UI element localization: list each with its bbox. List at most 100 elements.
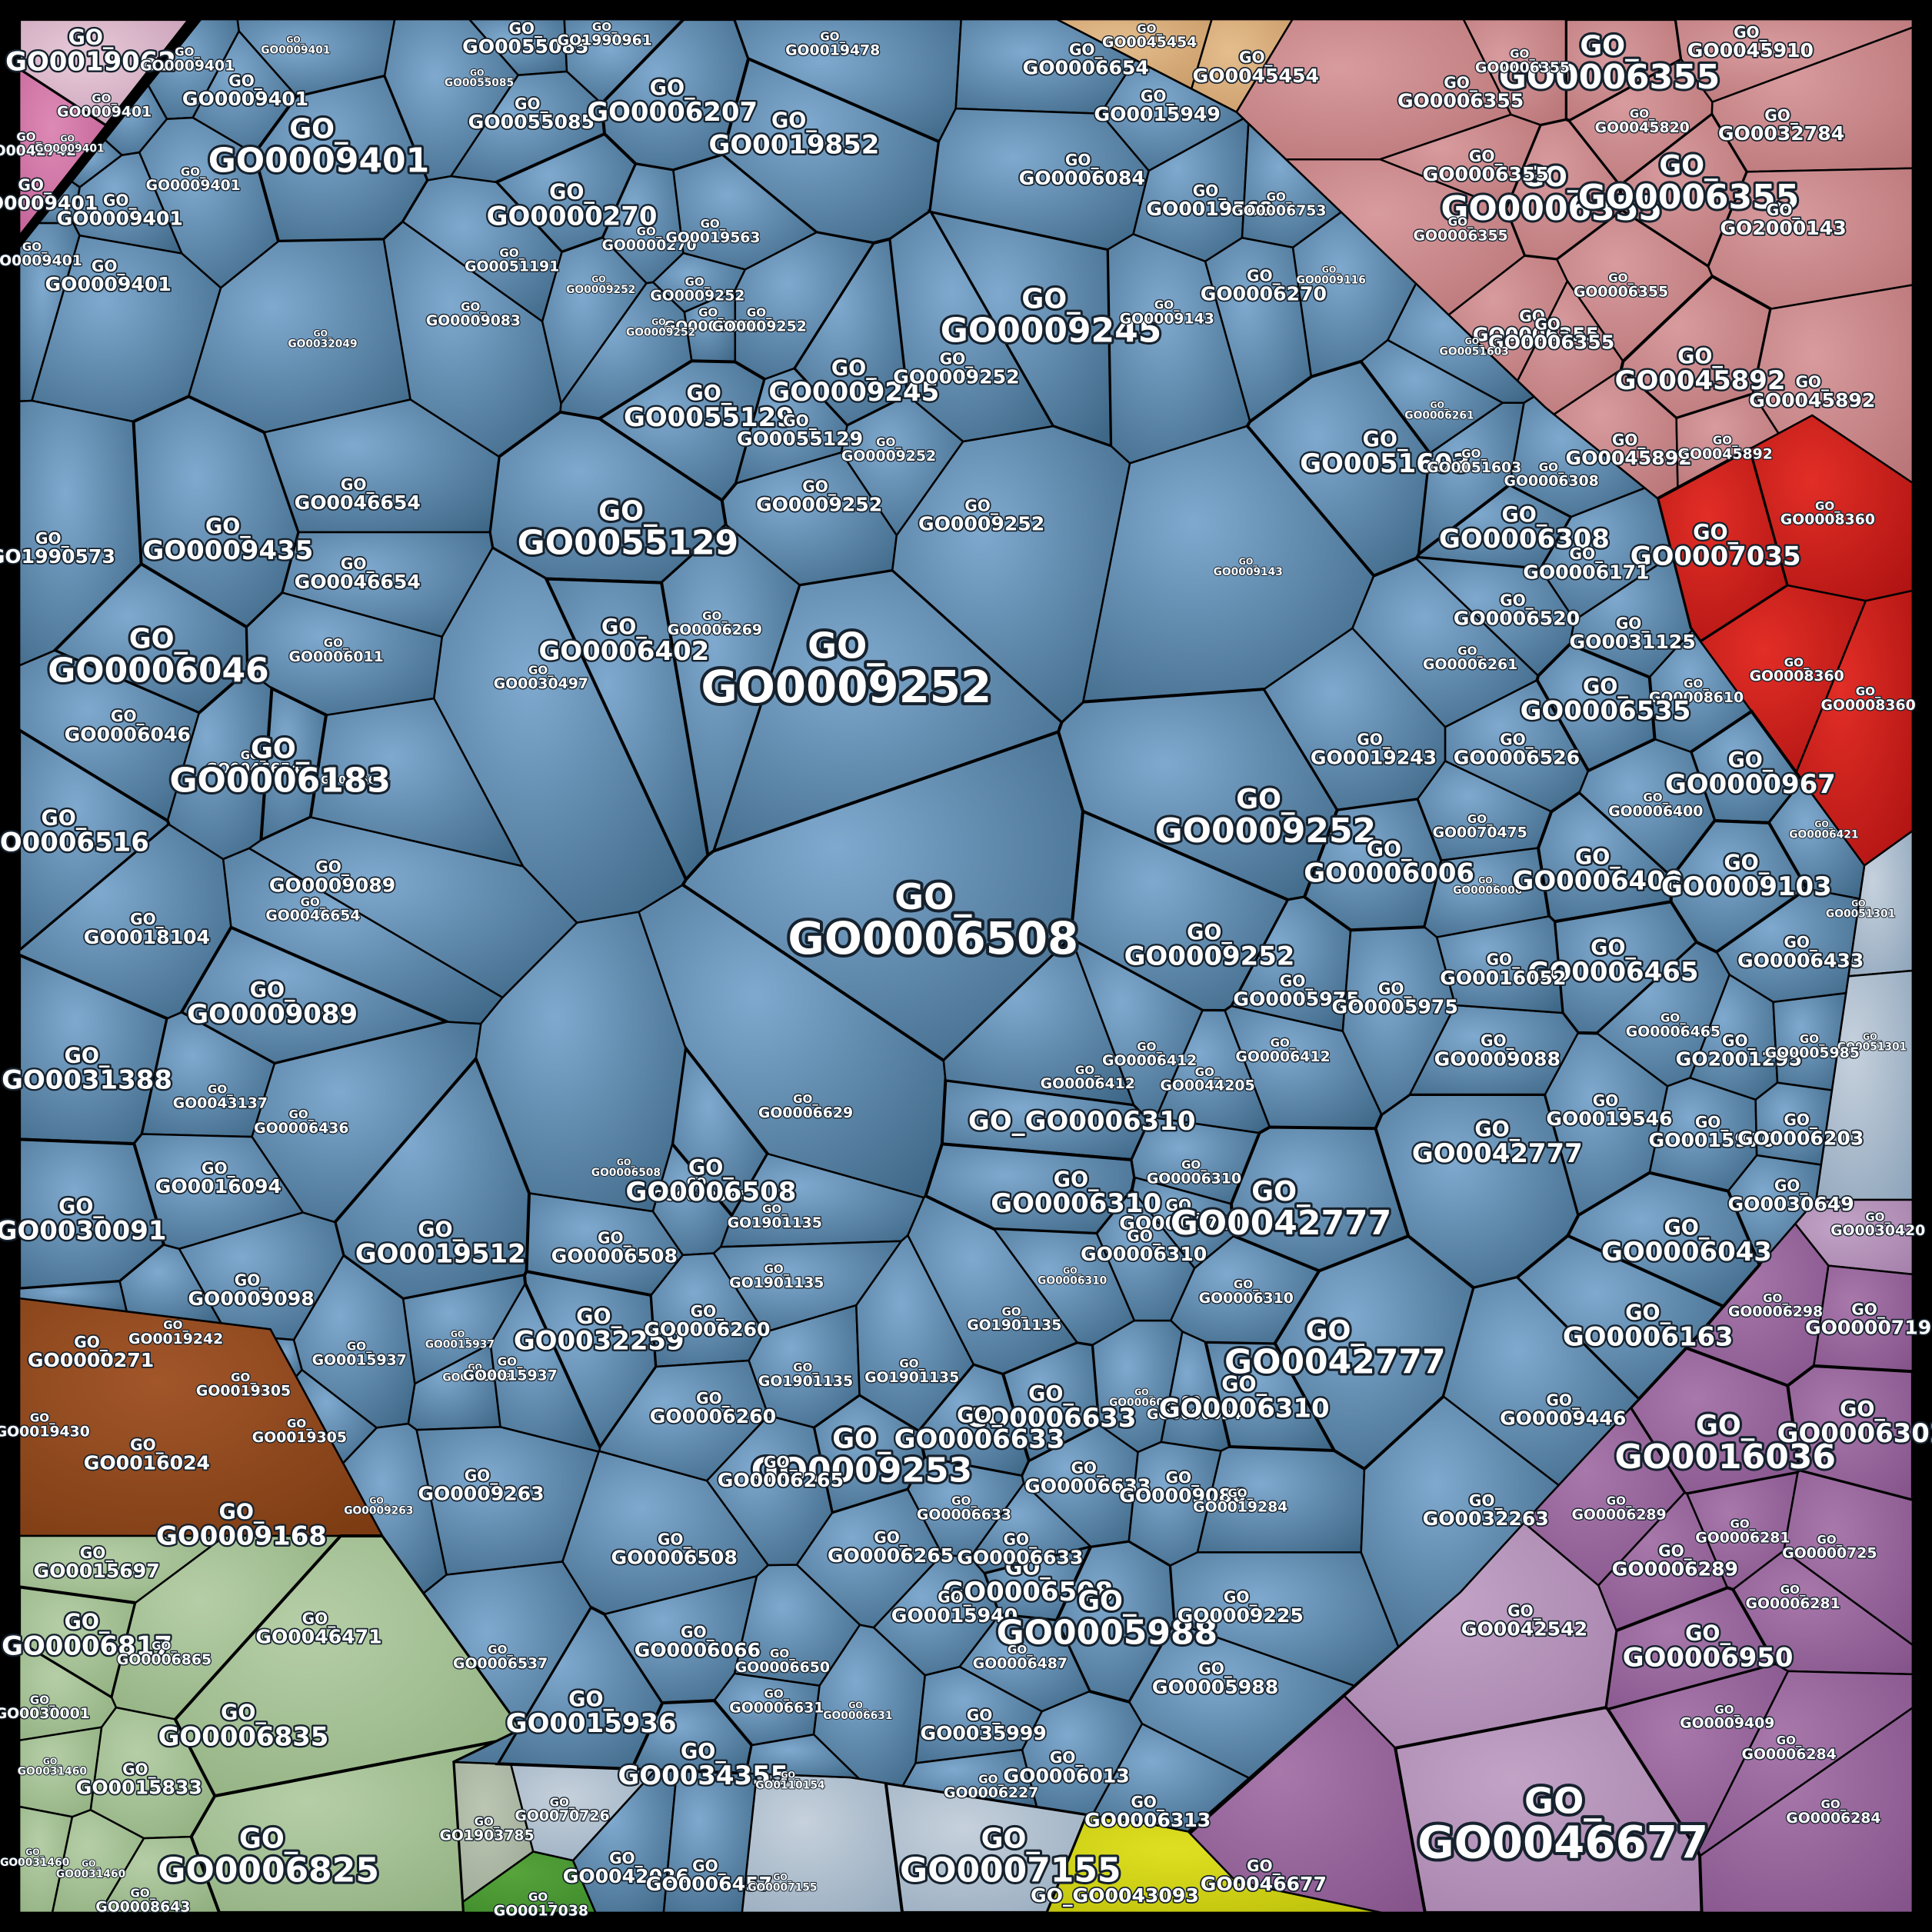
cell-label-GO0009252: GO_ GO0009252 (841, 435, 936, 465)
treemap-cell-GO0009446[interactable] (1442, 1276, 1641, 1487)
treemap-cell-GO0055129[interactable] (734, 367, 848, 485)
cell-label-GO0009401: GO_GO0009401 (261, 35, 330, 57)
treemap-cell-GO0009089[interactable] (247, 816, 578, 999)
treemap-cell-GO0016052[interactable] (1435, 915, 1564, 1014)
cell-label-GO0006355: GO_ GO0006355 (1473, 307, 1599, 345)
cell-label-GO1901135: GO_ GO1901135 (967, 1304, 1061, 1334)
cell-label-GO0055129: GO_ GO0055129 (518, 496, 739, 563)
cell-label-GO0009446: GO_ GO0009446 (1500, 1391, 1626, 1429)
treemap-cell-GO0006310[interactable] (991, 1227, 1136, 1346)
cell-label-GO0009252: GO_ GO0009252 (701, 625, 991, 713)
cell-label-GO0009401: GO_GO0009401 (45, 257, 172, 295)
cell-label-GO0055129: GO_ GO0055129 (737, 411, 863, 450)
cell-label-GO0016024: GO_ GO0016024 (84, 1435, 210, 1474)
treemap-cell-GO0006537[interactable] (422, 1561, 592, 1765)
cell-label-GO0005988: GO_ GO0005988 (997, 1585, 1218, 1652)
cell-label-GO0006402: GO_ GO0006402 (538, 615, 709, 666)
treemap-cell-GO0046654[interactable] (262, 398, 501, 534)
cell-label-GO0006094: GO_ GO0006094 (1109, 1387, 1178, 1409)
cell-label-GO0032259: GO_ GO0032259 (514, 1305, 685, 1356)
cell-label-GO0000719: GO_ GO0000719 (1805, 1300, 1931, 1338)
cell-label-GO0009401: GO_GO0009401 (140, 45, 235, 75)
cell-label-GO0006654: GO_ GO0006654 (1023, 41, 1149, 79)
cell-label-GO0006302: GO_ GO0006302 (1777, 1397, 1932, 1448)
cell-label-GO0000731: GO_ GO0000731 (1119, 1196, 1245, 1234)
cell-label-GO0006835: GO_ GO0006835 (158, 1701, 329, 1752)
cell-label-GO0006261: GO_ GO0006261 (1423, 644, 1517, 673)
cell-label-GO0045892: GO_ GO0045892 (1565, 431, 1691, 469)
treemap-cell-GO0032784[interactable] (1710, 25, 1914, 173)
cell-label-GO0000725: GO_ GO0000725 (1782, 1533, 1877, 1562)
cell-label-GO0045910: GO_ GO0045910 (1687, 23, 1814, 62)
cell-label-GO0019305: GO_ GO0019305 (252, 1417, 347, 1446)
treemap-cell-GO0006633[interactable] (968, 1481, 1093, 1574)
treemap-cell-GO0009401[interactable] (236, 18, 396, 98)
cell-label-GO0055085: GO_ GO0055085 (462, 19, 588, 58)
cell-label-GO1990573: GO_ GO1990573 (0, 529, 115, 568)
cell-label-GO0006508: GO_ GO0006508 (788, 876, 1078, 964)
treemap-cell-GO0006487[interactable] (958, 1613, 1091, 1713)
cell-label-GO0005975: GO_ GO0005975 (1332, 979, 1458, 1018)
cell-label-GO0009098: GO_ GO0009098 (188, 1271, 314, 1310)
cell-label-GO0046654: GO_ GO0046654 (295, 475, 421, 514)
cell-label-GO0070475: GO_ GO0070475 (1433, 812, 1527, 841)
cell-label-GO0070726: GO_ GO0070726 (515, 1795, 609, 1824)
cell-label-GO0006355: GO_ GO0006355 (1488, 315, 1614, 353)
cell-label-GO0019563: GO_ GO0019563 (665, 217, 760, 246)
treemap-cell-GO0006011[interactable] (245, 591, 444, 716)
cell-label-GO0006043: GO_ GO0006043 (1601, 1216, 1772, 1267)
treemap-cell-GO0000725[interactable] (1782, 1469, 1914, 1647)
cell-label-GO0016036: GO_ GO0016036 (1614, 1410, 1836, 1477)
cell-label-GO0042777: GO_ GO0042777 (1224, 1315, 1446, 1382)
cell-label-GO0046654: GO_ GO0046654 (205, 748, 300, 778)
cell-label-GO0009401: GO_GO0009401 (182, 72, 308, 110)
cell-label-GO0006508: GO_ GO0006508 (591, 1158, 661, 1179)
treemap-cell-GO0042742[interactable] (18, 67, 108, 239)
cell-label-GO0006013: GO_ GO0006013 (1003, 1748, 1129, 1787)
cell-label-GO0007155: GO_ GO0007155 (748, 1873, 817, 1894)
cell-label-GO0042777: GO_ GO0042777 (1412, 1118, 1583, 1168)
cell-label-GO0046471: GO_ GO0046471 (255, 1609, 381, 1647)
cell-label-GO0006094: GO_ GO0006094 (1147, 1394, 1241, 1423)
cell-label-GO0006520: GO_ GO0006520 (1454, 591, 1580, 630)
treemap-cell-GO0019242[interactable] (118, 1244, 223, 1324)
treemap-cell-GO0019243[interactable] (1262, 627, 1447, 811)
cell-label-GO0019546: GO_ GO0019546 (1546, 1091, 1672, 1130)
cell-label-GO0000270: GO_ GO0000270 (601, 225, 696, 254)
treemap-cell-GO0006535[interactable] (1535, 642, 1657, 773)
cell-label-GO0032263: GO_ GO0032263 (1423, 1491, 1549, 1530)
treemap-cell-GO0015937[interactable] (401, 1274, 527, 1386)
cell-label-GO0009435: GO_ GO0009435 (143, 515, 314, 565)
cell-label-GO0055085: GO_ GO0055085 (445, 68, 514, 89)
treemap-cell-GO0009103[interactable] (1669, 819, 1809, 954)
treemap-cell-GO0110154[interactable] (744, 1733, 862, 1780)
cell-label-GO0032049: GO_ GO0032049 (288, 329, 357, 351)
cell-label-GO0006313: GO_ GO0006313 (1084, 1793, 1211, 1831)
cell-label-GO0006260: GO_ GO0006260 (650, 1389, 776, 1427)
cell-label-GO0051603: GO_ GO0051603 (1440, 337, 1509, 358)
treemap-cell-GO0009252[interactable] (891, 425, 1131, 724)
cell-label-GO0009252: GO_ GO0009252 (712, 306, 807, 335)
cell-label-GO0009168: GO_ GO0009168 (156, 1500, 327, 1551)
cell-label-GO0018104: GO_ GO0018104 (84, 910, 210, 948)
cell-label-GO0009263: GO_ GO0009263 (418, 1466, 544, 1504)
treemap-cell-GO0006265[interactable] (795, 1487, 944, 1629)
cell-label-GO0006310: GO_GO0006310 (1199, 1277, 1294, 1307)
treemap-cell-GO0006302[interactable] (1786, 1364, 1914, 1503)
cell-label-GO0006171: GO_ GO0006171 (1523, 545, 1649, 583)
cell-label-GO0007155: GO_ GO0007155 (900, 1823, 1121, 1890)
cell-label-GO0046677: GO_ GO0046677 (1201, 1857, 1327, 1895)
cell-label-GO0019478: GO_ GO0019478 (785, 29, 880, 58)
treemap-cell-GO0006203[interactable] (1754, 1081, 1834, 1166)
cell-label-GO0030649: GO_ GO0030649 (1727, 1177, 1854, 1215)
treemap-cell-GO0009263[interactable] (341, 1422, 448, 1595)
cell-label-GO0006412: GO_ GO0006412 (1041, 1063, 1135, 1092)
treemap-cell-GO0009252[interactable] (888, 210, 1055, 443)
treemap-cell-GO0006412[interactable] (1070, 937, 1204, 1122)
treemap-cell-GO0046677[interactable] (1393, 1705, 1704, 1914)
cell-label-GO0006355: GO_ GO0006355 (1441, 162, 1662, 228)
treemap-cell-GO0006355[interactable] (1461, 18, 1567, 126)
cell-label-GO0015697: GO_ GO0015697 (33, 1544, 159, 1582)
